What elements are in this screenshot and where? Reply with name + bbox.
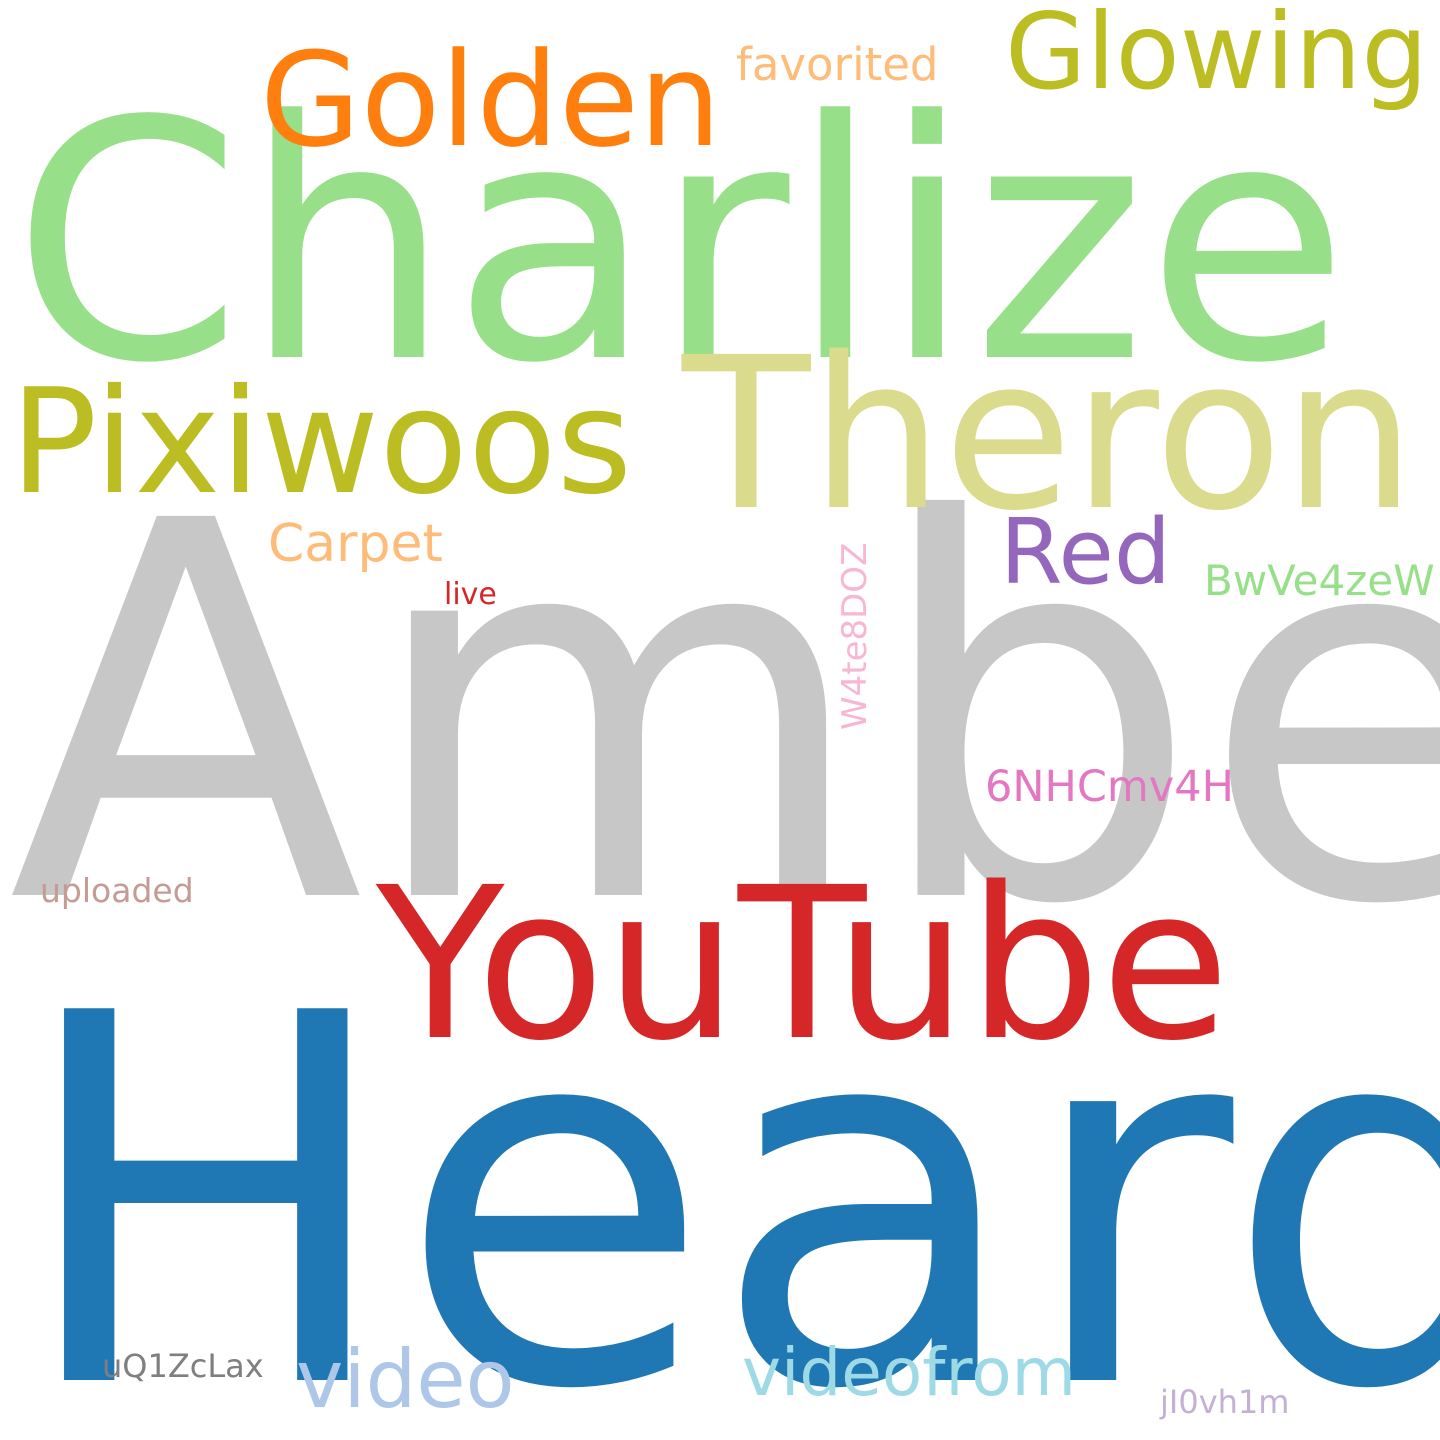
word-videofrom: videofrom [742,1334,1076,1411]
word-bwve4zew: BwVe4zeW [1204,556,1435,605]
word-golden: Golden [260,24,722,176]
word-heard: Heard [14,908,1440,1440]
word-ji0vh1m: jI0vh1m [1160,1383,1290,1421]
word-uploaded: uploaded [40,871,194,910]
word-red: Red [1000,500,1171,605]
word-youtube: YouTube [376,842,1230,1087]
word-video: video [296,1333,515,1426]
word-pixiwoos: Pixiwoos [10,358,633,527]
word-theron: Theron [682,312,1416,557]
word-favorited: favorited [736,38,939,91]
word-carpet: Carpet [268,514,443,574]
word-6nhcmv4h: 6NHCmv4H [985,762,1234,812]
word-live: live [444,577,497,612]
word-amber: Amber [8,412,1440,1018]
word-uq1zclax: uQ1ZcLax [102,1347,264,1385]
word-glowing: Glowing [1005,0,1429,113]
word-w4te8doz: W4te8DOZ [835,542,875,730]
word-charlize: Charlize [12,51,1350,435]
